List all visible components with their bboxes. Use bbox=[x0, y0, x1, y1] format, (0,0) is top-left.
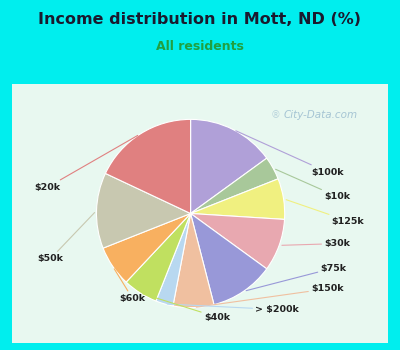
Text: $100k: $100k bbox=[236, 131, 344, 177]
Wedge shape bbox=[103, 214, 190, 282]
Text: > $200k: > $200k bbox=[167, 304, 299, 314]
Wedge shape bbox=[190, 214, 284, 269]
Text: $60k: $60k bbox=[114, 269, 146, 303]
Wedge shape bbox=[190, 179, 285, 219]
Text: $50k: $50k bbox=[38, 212, 94, 263]
Wedge shape bbox=[190, 119, 267, 214]
Wedge shape bbox=[96, 174, 190, 248]
Wedge shape bbox=[106, 119, 190, 214]
Text: $40k: $40k bbox=[143, 294, 230, 322]
Text: All residents: All residents bbox=[156, 40, 244, 53]
Text: $150k: $150k bbox=[196, 284, 344, 307]
Text: $75k: $75k bbox=[246, 264, 346, 290]
Wedge shape bbox=[126, 214, 190, 301]
Wedge shape bbox=[173, 214, 214, 308]
Text: ®: ® bbox=[270, 110, 280, 120]
Text: Income distribution in Mott, ND (%): Income distribution in Mott, ND (%) bbox=[38, 12, 362, 27]
Wedge shape bbox=[190, 158, 278, 214]
Text: $125k: $125k bbox=[286, 200, 364, 225]
Text: $30k: $30k bbox=[282, 239, 350, 248]
Wedge shape bbox=[190, 214, 267, 304]
Text: $20k: $20k bbox=[34, 135, 138, 192]
Wedge shape bbox=[156, 214, 190, 306]
Text: $10k: $10k bbox=[276, 169, 350, 201]
Text: City-Data.com: City-Data.com bbox=[283, 110, 357, 120]
